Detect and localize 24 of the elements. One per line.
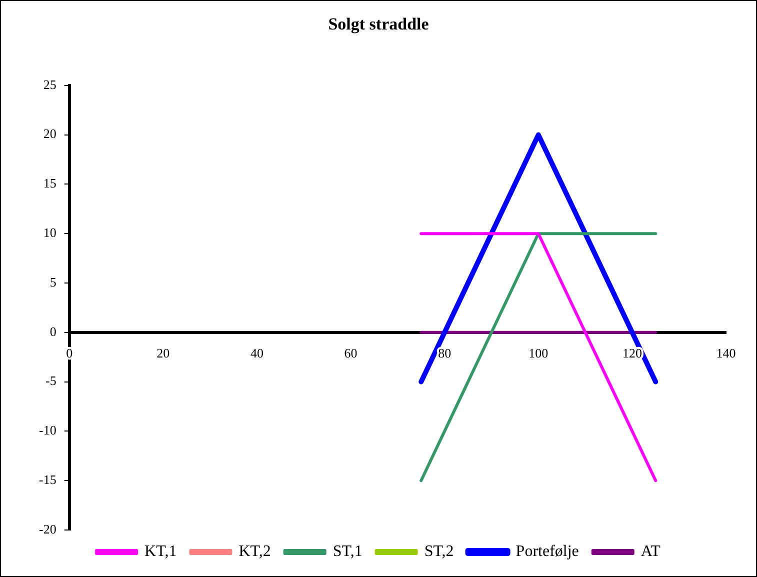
y-tick-label: -5: [45, 373, 56, 388]
legend-label: KT,1: [144, 543, 177, 560]
y-tick-label: 20: [43, 126, 56, 142]
x-tick-label: 140: [716, 346, 736, 361]
x-tick-label: 60: [344, 346, 358, 361]
x-tick-label: 40: [250, 346, 264, 361]
legend-label: ST,1: [332, 543, 362, 560]
x-tick-label: 0: [66, 346, 73, 361]
y-tick-label: 0: [50, 324, 56, 339]
chart-title: Solgt straddle: [328, 14, 430, 34]
y-tick-label: 15: [43, 176, 56, 191]
y-tick-label: 5: [50, 274, 56, 290]
legend-label: Portefølje: [516, 543, 579, 560]
y-tick-label: -20: [38, 521, 56, 536]
y-tick-label: 10: [43, 225, 56, 240]
x-tick-label: 100: [528, 346, 548, 361]
legend-label: KT,2: [238, 543, 271, 560]
legend-label: ST,2: [424, 543, 454, 560]
x-tick-label: 80: [438, 346, 452, 361]
legend-label: AT: [640, 543, 661, 560]
x-tick-label: 20: [156, 346, 170, 361]
y-tick-label: -10: [38, 422, 56, 438]
y-tick-label: 25: [43, 76, 56, 92]
y-tick-label: -15: [38, 472, 56, 488]
